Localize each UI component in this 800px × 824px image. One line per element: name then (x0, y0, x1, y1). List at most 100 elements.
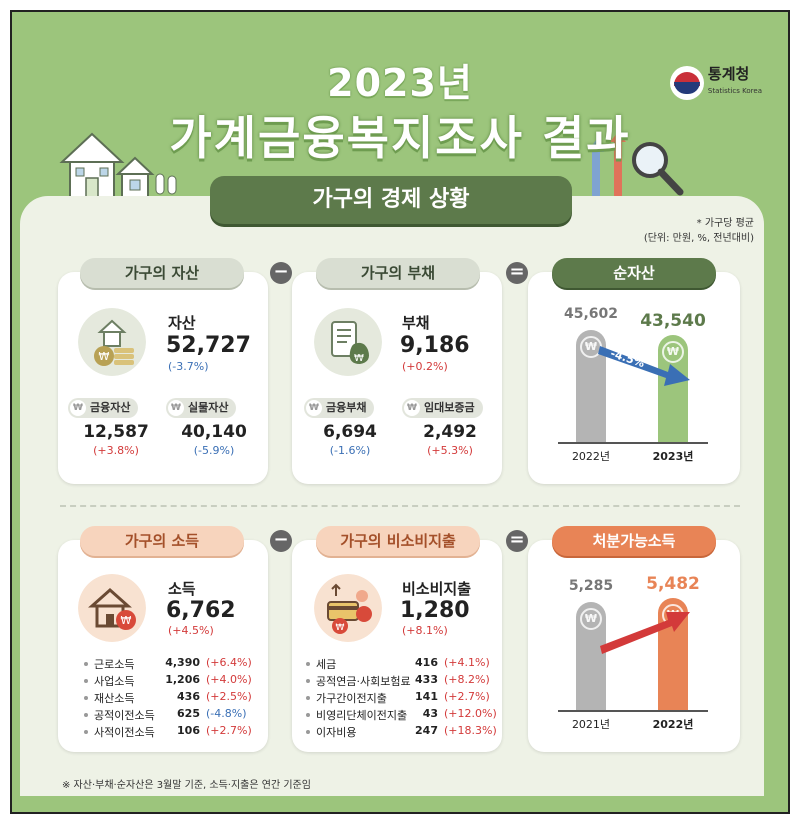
list-item: 공적연금·사회보험료 433 (+8.2%) (306, 673, 496, 690)
assets-label: 자산 (168, 314, 196, 332)
list-item-name: 재산소득 (94, 692, 135, 705)
debt-change: (+0.2%) (402, 360, 448, 373)
svg-text:₩: ₩ (99, 350, 110, 363)
financial-debt-pill: ₩ 금융부채 (304, 398, 375, 418)
svg-text:₩: ₩ (354, 353, 364, 364)
financial-debt-change: (-1.6%) (329, 444, 371, 457)
disposable-income-pill: 처분가능소득 (552, 526, 716, 556)
disposable-income-card (528, 540, 740, 752)
bullet-dot (306, 713, 310, 717)
real-assets-pill: ₩ 실물자산 (166, 398, 237, 418)
minus-operator: − (270, 530, 292, 552)
list-item-change: (+6.4%) (206, 656, 252, 669)
won-icon: ₩ (168, 400, 184, 416)
equals-operator: = (506, 530, 528, 552)
house-coins-icon: ₩ (78, 308, 146, 376)
non-consumption-pill: 가구의 비소비지출 (316, 526, 480, 556)
list-item-name: 사적이전소득 (94, 726, 155, 739)
financial-debt-value: 6,694 (323, 422, 377, 442)
list-item-value: 625 (177, 707, 200, 720)
bar-value-label: 45,602 (563, 306, 619, 322)
bullet-dot (306, 696, 310, 700)
year-label: 2022년 (571, 450, 611, 463)
minus-operator: − (270, 262, 292, 284)
bullet-dot (306, 679, 310, 683)
debt-value: 9,186 (400, 333, 470, 358)
list-item-value: 416 (415, 656, 438, 669)
non-consumption-card (292, 540, 502, 752)
real-assets-change: (-5.9%) (193, 444, 235, 457)
chart-baseline (558, 710, 708, 712)
statistics-korea-logo: 통계청 Statistics Korea (669, 66, 762, 100)
list-item-name: 공적이전소득 (94, 709, 155, 722)
equals-operator: = (506, 262, 528, 284)
year-label: 2022년 (652, 718, 694, 731)
assets-value: 52,727 (166, 333, 251, 358)
non-consumption-change: (+8.1%) (402, 624, 448, 637)
won-icon: ₩ (306, 400, 322, 416)
list-item: 이자비용 247 (+18.3%) (306, 724, 497, 741)
list-item-change: (+18.3%) (444, 724, 497, 737)
bullet-dot (84, 713, 88, 717)
list-item-change: (+4.1%) (444, 656, 490, 669)
list-item: 공적이전소득 625 (-4.8%) (84, 707, 256, 724)
won-icon: ₩ (662, 341, 684, 363)
income-breakdown-list: 근로소득 4,390 (+6.4%) 사업소득 1,206 (+4.0%) 재산소득 436 (… (84, 656, 256, 741)
list-item: 가구간이전지출 141 (+2.7%) (306, 690, 496, 707)
income-change: (+4.5%) (168, 624, 214, 637)
list-item-name: 근로소득 (94, 658, 135, 671)
won-icon: ₩ (404, 400, 420, 416)
bar-0: ₩ (576, 602, 606, 710)
logo-subtitle: Statistics Korea (707, 87, 762, 95)
bar-value-label: 5,285 (568, 578, 614, 594)
house-money-icon: ₩ (78, 574, 146, 642)
won-icon: ₩ (580, 608, 602, 630)
list-item-change: (+12.0%) (444, 707, 497, 720)
bar-1: ₩ (658, 335, 688, 442)
list-item-value: 1,206 (165, 673, 200, 686)
list-item-change: (-4.8%) (206, 707, 247, 720)
bar-value-label: 43,540 (640, 311, 706, 331)
bullet-dot (306, 662, 310, 666)
list-item-name: 비영리단체이전지출 (316, 709, 408, 722)
unit-note-line2: (단위: 만원, %, 전년대비) (643, 233, 754, 244)
list-item: 세금 416 (+4.1%) (306, 656, 496, 673)
list-item-value: 43 (422, 707, 438, 720)
year-label: 2021년 (571, 718, 611, 731)
rental-deposit-change: (+5.3%) (427, 444, 473, 457)
bullet-dot (84, 730, 88, 734)
list-item: 사업소득 1,206 (+4.0%) (84, 673, 256, 690)
house-illustration (59, 132, 177, 201)
assets-card (58, 272, 268, 484)
unit-note: * 가구당 평균 (단위: 만원, %, 전년대비) (644, 216, 754, 246)
list-item-value: 141 (415, 690, 438, 703)
list-item-value: 247 (415, 724, 438, 737)
change-arrow-icon (600, 612, 690, 654)
assets-change: (-3.7%) (168, 360, 209, 373)
bullet-dot (84, 696, 88, 700)
list-item-name: 공적연금·사회보험료 (316, 675, 411, 688)
income-pill: 가구의 소득 (80, 526, 244, 556)
list-item-change: (+2.7%) (444, 690, 490, 703)
income-label: 소득 (168, 580, 196, 598)
change-arrow-icon (598, 346, 690, 386)
list-item-name: 세금 (316, 658, 337, 671)
list-item: 비영리단체이전지출 43 (+12.0%) (306, 707, 497, 724)
list-item: 재산소득 436 (+2.5%) (84, 690, 256, 707)
year-label: 2023년 (652, 450, 694, 463)
debt-card (292, 272, 502, 484)
assets-pill: 가구의 자산 (80, 258, 244, 288)
bar-value-label: 5,482 (646, 574, 700, 594)
bill-moneybag-icon: ₩ (314, 308, 382, 376)
financial-assets-pill: ₩ 금융자산 (68, 398, 139, 418)
main-title: 가계금융복지조사 결과 (169, 111, 631, 165)
svg-text:₩: ₩ (121, 614, 132, 627)
list-item-value: 433 (415, 673, 438, 686)
financial-assets-change: (+3.8%) (93, 444, 139, 457)
section-divider (60, 505, 740, 507)
list-item-change: (+4.0%) (206, 673, 252, 686)
list-item-value: 106 (177, 724, 200, 737)
net-assets-card (528, 272, 740, 484)
rental-deposit-pill: ₩ 임대보증금 (402, 398, 483, 418)
net-assets-pill: 순자산 (552, 258, 716, 288)
